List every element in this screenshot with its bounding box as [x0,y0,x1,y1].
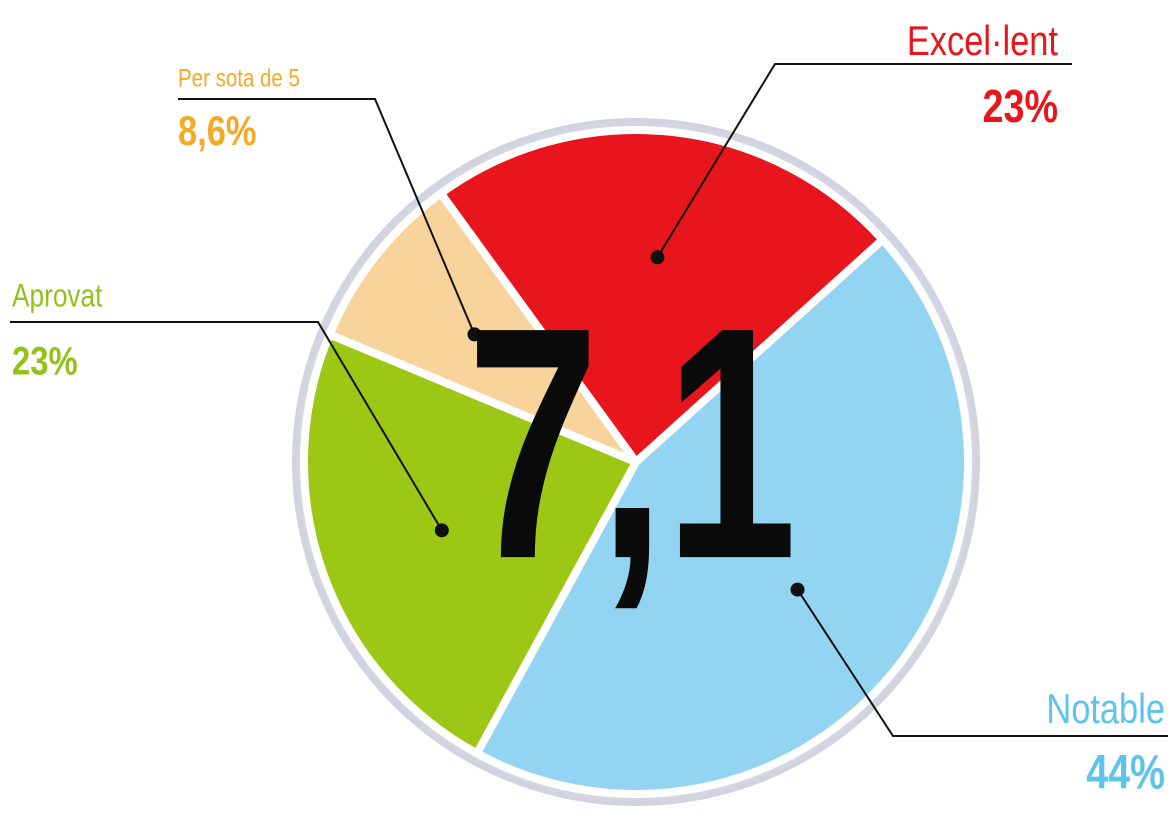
category-label: Excel·lent [907,18,1058,65]
category-label: Aprovat [12,279,102,314]
category-label: Notable [1046,686,1165,733]
leader-line [10,321,443,531]
value-label: 23% [12,338,78,383]
leader-dot [790,582,805,597]
label-group: Per sota de 5 8,6% [178,64,300,155]
leader-dot [650,250,665,265]
value-label: 8,6% [178,108,256,155]
category-label: Per sota de 5 [178,64,300,92]
labels: Excel·lent 23% Notable 44% Aprovat 23% Per sot… [10,18,1168,800]
center-value: 7,1 [467,259,797,627]
pie-slice [436,126,887,466]
leader-dot [434,523,449,538]
pie-slice [472,235,972,798]
label-group: Notable 44% [1046,686,1165,800]
value-label: 44% [1086,746,1165,800]
value-label: 23% [983,81,1058,132]
leader-line [656,63,1072,258]
label-group: Excel·lent 23% [907,18,1058,132]
leader-dot [467,327,482,342]
leader-line [796,589,1168,737]
pie-slice [325,189,640,466]
leader-line [178,98,476,335]
label-group: Aprovat 23% [12,279,102,383]
